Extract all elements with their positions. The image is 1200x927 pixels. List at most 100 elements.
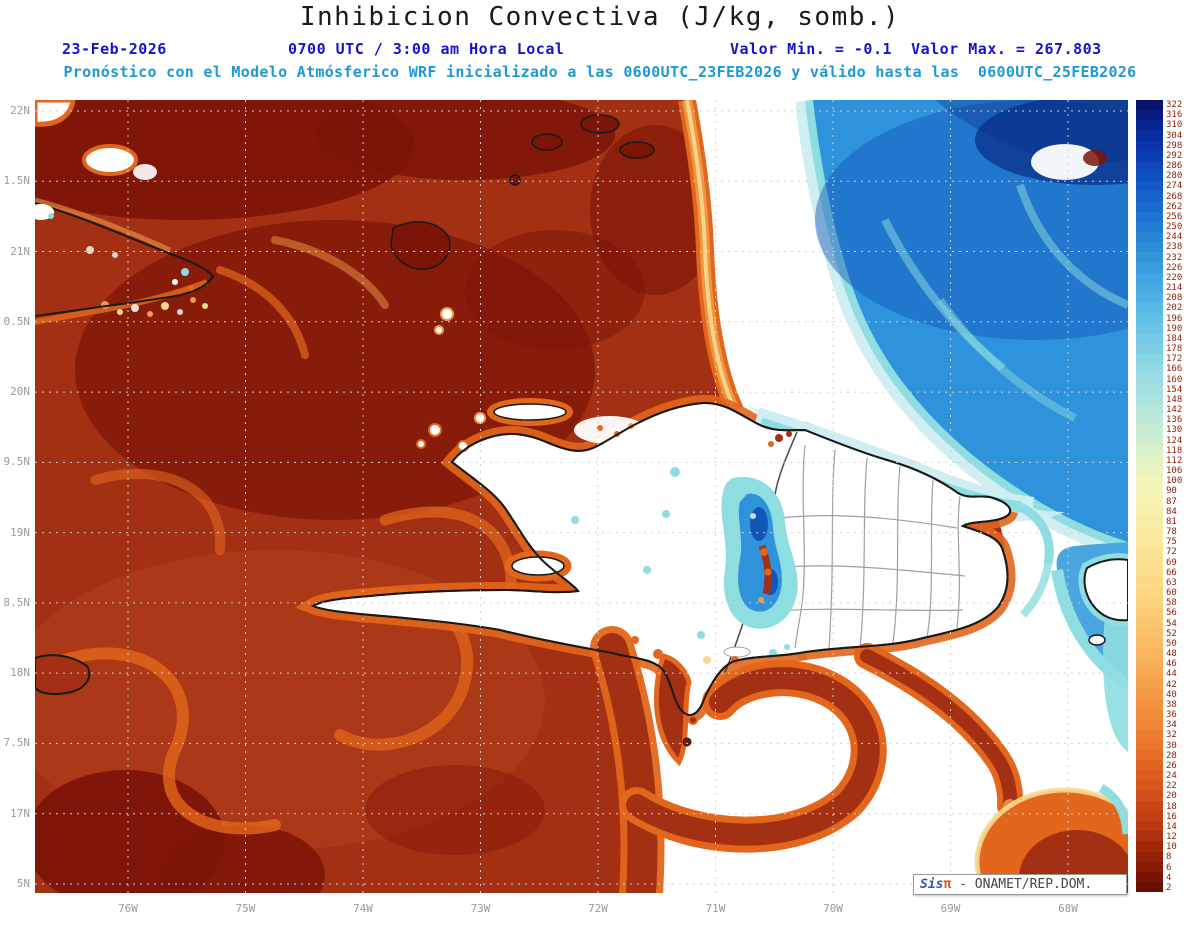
colorbar-tick-label: 36 — [1166, 710, 1177, 721]
colorbar-segment — [1136, 739, 1163, 750]
colorbar-segment — [1136, 272, 1163, 283]
colorbar-tick-label: 90 — [1166, 486, 1177, 497]
colorbar-tick-label: 10 — [1166, 842, 1177, 853]
colorbar-tick-label: 184 — [1166, 333, 1183, 344]
colorbar-segment — [1136, 729, 1163, 740]
colorbar-segment — [1136, 333, 1163, 344]
colorbar-segment — [1136, 160, 1163, 172]
colorbar-segment — [1136, 506, 1163, 517]
lon-label: 76W — [118, 902, 138, 915]
colorbar-tick-label: 6 — [1166, 862, 1172, 873]
colorbar-segment — [1136, 841, 1163, 852]
great-inagua — [390, 221, 451, 270]
lat-label: 9.5N — [3, 455, 31, 469]
map-canvas — [35, 100, 1128, 893]
colorbar-segment — [1136, 201, 1163, 212]
colorbar-tick-label: 250 — [1166, 222, 1183, 233]
colorbar-segment — [1136, 181, 1163, 192]
colorbar-segment — [1136, 445, 1163, 456]
gridlines-layer — [35, 100, 1128, 893]
colorbar-tick-label: 48 — [1166, 649, 1177, 660]
colorbar-tick-label: 118 — [1166, 445, 1183, 456]
colorbar-segment — [1136, 313, 1163, 324]
colorbar-segment — [1136, 536, 1163, 547]
colorbar-segment — [1136, 455, 1163, 466]
lat-label: 5N — [16, 876, 30, 890]
colorbar-segment — [1136, 485, 1163, 497]
colorbar-tick-label: 60 — [1166, 588, 1177, 599]
forecast-date: 23-Feb-2026 — [62, 40, 167, 58]
colorbar-tick-label: 14 — [1166, 821, 1177, 832]
lon-label: 73W — [470, 902, 491, 915]
tortuga-island — [493, 403, 567, 421]
colorbar-tick-label: 142 — [1166, 405, 1183, 416]
colorbar-tick-label: 40 — [1166, 689, 1177, 700]
lat-label: 17N — [10, 806, 30, 820]
lat-label: 8.5N — [3, 595, 31, 609]
watermark-org: - ONAMET/REP.DOM. — [951, 877, 1093, 892]
colorbar-segment — [1136, 546, 1163, 558]
colorbar-tick-label: 322 — [1166, 100, 1183, 111]
colorbar-segment — [1136, 871, 1163, 883]
colorbar-tick-label: 58 — [1166, 598, 1177, 609]
colorbar-tick-label: 24 — [1166, 771, 1177, 782]
colorbar-tick-label: 268 — [1166, 191, 1183, 202]
colorbar-segment — [1136, 171, 1163, 182]
colorbar-segment — [1136, 404, 1163, 415]
colorbar-tick-label: 52 — [1166, 628, 1177, 639]
colorbar-segment — [1136, 821, 1163, 832]
colorbar-segment — [1136, 221, 1163, 233]
colorbar-tick-label: 78 — [1166, 527, 1177, 538]
colorbar-tick-label: 136 — [1166, 415, 1183, 426]
red-swirl-bands — [590, 626, 1024, 893]
colorbar-segment — [1136, 384, 1163, 395]
colorbar-tick-label: 214 — [1166, 283, 1183, 294]
bahamas-islands — [390, 114, 655, 270]
colorbar-tick-label: 87 — [1166, 496, 1177, 507]
colorbar-tick-label: 46 — [1166, 659, 1177, 670]
colorbar-segment — [1136, 292, 1163, 304]
colorbar-tick-label: 30 — [1166, 740, 1177, 751]
colorbar-tick-label: 2 — [1166, 882, 1172, 893]
colorbar-segment — [1136, 414, 1163, 425]
colorbar-tick-label: 286 — [1166, 161, 1183, 172]
lat-label: 19N — [10, 525, 30, 539]
beata-islet — [682, 737, 692, 747]
colorbar-tick-label: 22 — [1166, 781, 1177, 792]
lon-label: 75W — [235, 902, 256, 915]
colorbar-segment — [1136, 750, 1163, 761]
colorbar-tick-label: 292 — [1166, 150, 1183, 161]
colorbar-segment — [1136, 861, 1163, 872]
colorbar-segment — [1136, 587, 1163, 598]
colorbar-segment — [1136, 567, 1163, 578]
colorbar-segment — [1136, 800, 1163, 811]
colorbar-tick-label: 124 — [1166, 435, 1183, 446]
colorbar-tick-label: 244 — [1166, 232, 1183, 243]
colorbar-segment — [1136, 394, 1163, 405]
colorbar-tick-label: 304 — [1166, 130, 1183, 141]
chart-title: Inhibicion Convectiva (J/kg, somb.) — [299, 2, 901, 32]
colorbar-labels: 322 316 310 304 298 292 286 280 274 268 262 256 250 2… — [1166, 100, 1200, 893]
colorbar: 322 316 310 304 298 292 286 280 274 268 262 256 250 2… — [1136, 100, 1200, 893]
colorbar-segment — [1136, 496, 1163, 507]
colorbar-segment — [1136, 699, 1163, 710]
lat-label: 7.5N — [3, 736, 31, 750]
colorbar-tick-label: 298 — [1166, 140, 1183, 151]
colorbar-tick-label: 316 — [1166, 110, 1183, 121]
colorbar-segment — [1136, 516, 1163, 527]
colorbar-segment — [1136, 282, 1163, 293]
colorbar-segment — [1136, 678, 1163, 690]
watermark-brand-sis: Sis — [920, 877, 944, 892]
colorbar-segment — [1136, 140, 1163, 151]
colorbar-segment — [1136, 790, 1163, 801]
field-texture — [35, 100, 720, 893]
colorbar-segment — [1136, 882, 1163, 893]
colorbar-tick-label: 72 — [1166, 547, 1177, 558]
colorbar-segment — [1136, 465, 1163, 476]
colorbar-segment — [1136, 303, 1163, 314]
colorbar-segment — [1136, 435, 1163, 446]
colorbar-segment — [1136, 689, 1163, 700]
colorbar-segment — [1136, 668, 1163, 679]
colorbar-tick-label: 220 — [1166, 272, 1183, 283]
